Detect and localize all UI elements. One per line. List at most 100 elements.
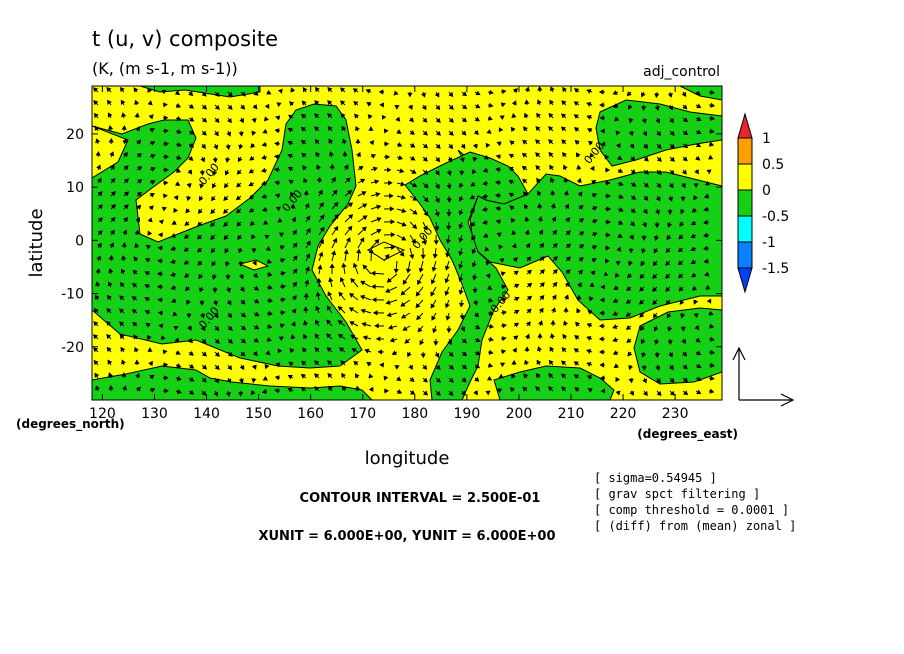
wind-vector-head	[458, 277, 464, 283]
wind-vector-head	[617, 155, 623, 161]
wind-vector-head	[122, 229, 128, 235]
wind-vector-head	[350, 277, 356, 284]
wind-vector-head	[354, 373, 360, 379]
wind-vector-head	[573, 114, 579, 120]
y-tick-label: -20	[61, 340, 84, 356]
wind-vector-head	[314, 347, 320, 353]
wind-vector-head	[615, 376, 621, 383]
wind-vector-head	[459, 315, 465, 320]
wind-vector-head	[292, 255, 298, 261]
wind-vector-head	[474, 363, 481, 369]
wind-vector-head	[446, 225, 452, 231]
wind-vector-head	[213, 391, 219, 397]
wind-vector-head	[160, 335, 166, 341]
wind-vector-head	[643, 156, 649, 162]
wind-vector-head	[473, 390, 478, 396]
wind-vector-head	[422, 240, 428, 246]
wind-vector-head	[410, 155, 416, 161]
x-axis-label: longitude	[365, 448, 450, 469]
wind-vector-head	[292, 281, 298, 287]
wind-vector-head	[211, 183, 217, 189]
wind-vector-head	[422, 364, 428, 370]
wind-vector-head	[667, 222, 673, 228]
wind-vector-head	[188, 103, 195, 109]
wind-vector-head	[145, 244, 152, 250]
wind-vector-head	[316, 164, 321, 170]
wind-vector-head	[472, 157, 478, 163]
wind-vector-head	[586, 323, 592, 328]
wind-vector-head	[224, 170, 230, 176]
wind-vector-head	[361, 322, 367, 328]
wind-vector-head	[669, 169, 675, 176]
wind-vector-head	[703, 245, 709, 251]
wind-vector-head	[680, 313, 686, 319]
wind-vector-head	[681, 91, 687, 98]
wind-vector-head	[364, 348, 370, 354]
wind-vector-head	[710, 362, 716, 368]
wind-vector-head	[446, 328, 452, 334]
wind-vector-head	[574, 335, 580, 340]
wind-vector-head	[201, 143, 206, 149]
wind-vector-head	[683, 390, 689, 396]
wind-vector-head	[265, 350, 271, 356]
wind-vector-head	[135, 386, 141, 392]
wind-vector-head	[418, 267, 424, 273]
wind-vector-head	[599, 349, 604, 355]
wind-vector-head	[93, 360, 99, 366]
wind-vector-head	[196, 234, 203, 240]
wind-vector-head	[564, 203, 570, 209]
wind-vector-head	[549, 86, 555, 92]
wind-vector-head	[399, 168, 405, 174]
wind-vector-head	[149, 193, 155, 198]
wind-vector-head	[412, 196, 418, 201]
wind-vector-head	[564, 281, 570, 288]
wind-vector-head	[214, 325, 220, 332]
wind-vector-head	[561, 360, 567, 366]
wind-vector-head	[122, 138, 128, 144]
wind-vector-head	[474, 312, 479, 318]
wind-vector-head	[604, 154, 610, 160]
wind-vector-head	[108, 125, 114, 131]
wind-vector-head	[548, 359, 554, 365]
wind-vector-head	[500, 102, 506, 108]
wind-vector-head	[691, 272, 697, 278]
wind-vector-head	[524, 203, 529, 210]
wind-vector-head	[654, 106, 660, 112]
x-tick-label: 190	[454, 406, 481, 422]
wind-vector-head	[696, 350, 702, 356]
wind-vector-head	[435, 184, 440, 190]
wind-vector-head	[708, 310, 714, 316]
wind-vector-head	[666, 235, 672, 241]
wind-vector-head	[253, 337, 259, 343]
wind-vector-head	[110, 229, 115, 235]
x-tick-label: 230	[662, 406, 689, 422]
wind-vector-head	[694, 169, 699, 175]
wind-vector-head	[523, 373, 529, 379]
wind-vector-head	[508, 153, 514, 159]
wind-vector-head	[579, 231, 585, 237]
wind-vector-head	[134, 229, 140, 235]
wind-vector-head	[401, 235, 407, 241]
wind-vector-head	[238, 262, 244, 267]
wind-vector-head	[287, 127, 293, 133]
wind-vector-head	[314, 373, 320, 379]
wind-vector-head	[656, 169, 662, 175]
plot-frame	[91, 85, 723, 401]
wind-vector-head	[277, 88, 283, 94]
wind-vector-head	[412, 223, 418, 229]
colorbar-label: 1	[762, 131, 771, 147]
wind-vector-head	[315, 291, 321, 297]
wind-vector-head	[314, 333, 320, 339]
wind-vector-head	[302, 87, 308, 93]
wind-vector-head	[640, 92, 646, 98]
wind-vector-head	[495, 180, 500, 186]
wind-vector-head	[360, 178, 366, 184]
x-tick-label: 150	[245, 406, 272, 422]
wind-vector-head	[199, 183, 205, 189]
wind-vector-head	[639, 325, 645, 331]
wind-vector-head	[157, 297, 162, 303]
wind-vector-head	[423, 169, 429, 175]
wind-vector-head	[95, 268, 101, 273]
wind-vector-head	[362, 215, 368, 221]
wind-vector-head	[495, 206, 501, 212]
